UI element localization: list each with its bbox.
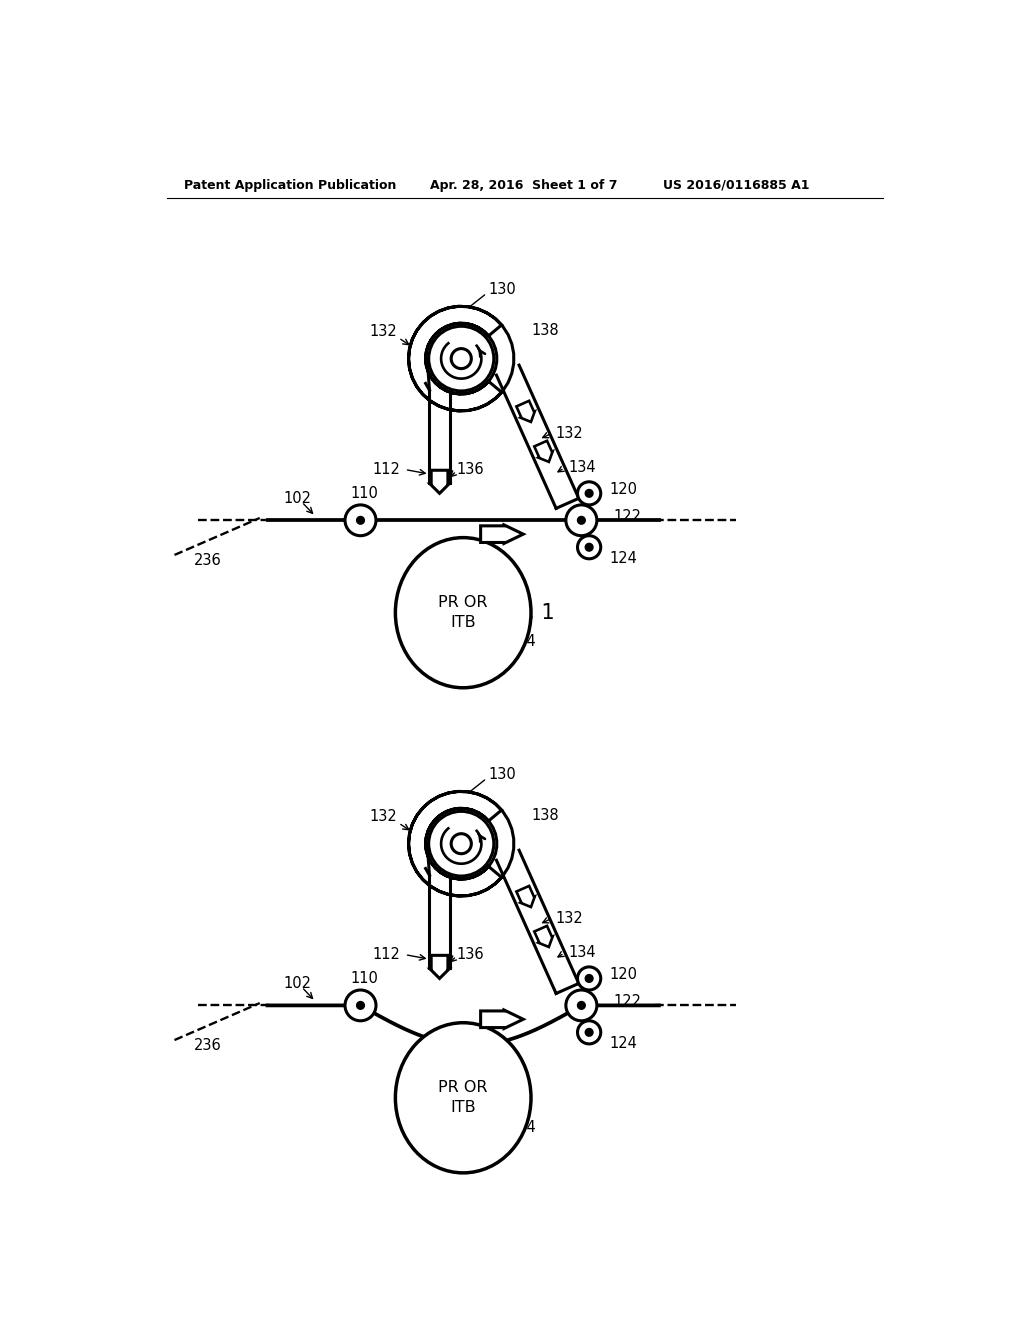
Circle shape: [578, 516, 586, 524]
Text: PR OR: PR OR: [438, 595, 488, 610]
Text: 112: 112: [373, 946, 400, 962]
Circle shape: [578, 482, 601, 506]
Text: 112: 112: [373, 462, 400, 477]
Circle shape: [452, 348, 471, 368]
Text: 134: 134: [568, 945, 596, 961]
Text: Patent Application Publication: Patent Application Publication: [183, 178, 396, 191]
Ellipse shape: [395, 537, 531, 688]
Text: FIG. 2: FIG. 2: [431, 1088, 492, 1107]
Polygon shape: [480, 525, 523, 544]
Text: PR OR: PR OR: [438, 1080, 488, 1096]
Text: ITB: ITB: [451, 615, 476, 630]
Text: Apr. 28, 2016  Sheet 1 of 7: Apr. 28, 2016 Sheet 1 of 7: [430, 178, 617, 191]
Polygon shape: [516, 401, 535, 422]
Circle shape: [356, 516, 365, 524]
Text: 102: 102: [283, 977, 311, 991]
Text: 132: 132: [556, 426, 584, 441]
Polygon shape: [535, 441, 553, 462]
Text: 236: 236: [194, 553, 221, 568]
Text: 132: 132: [370, 325, 397, 339]
Polygon shape: [409, 306, 514, 411]
Text: 138: 138: [531, 808, 559, 822]
Polygon shape: [535, 925, 553, 946]
Text: 132: 132: [556, 911, 584, 925]
Polygon shape: [409, 792, 514, 896]
Circle shape: [586, 974, 593, 982]
Text: 138: 138: [531, 322, 559, 338]
Polygon shape: [516, 886, 535, 907]
Text: 136: 136: [457, 462, 484, 477]
Text: 110: 110: [350, 972, 378, 986]
Text: 134: 134: [568, 461, 596, 475]
Ellipse shape: [395, 1023, 531, 1173]
Circle shape: [566, 506, 597, 536]
Text: 120: 120: [609, 482, 637, 498]
Circle shape: [566, 990, 597, 1020]
Circle shape: [429, 326, 494, 391]
Circle shape: [345, 506, 376, 536]
Text: 132: 132: [370, 809, 397, 824]
Circle shape: [345, 990, 376, 1020]
Text: 130: 130: [488, 767, 516, 781]
Circle shape: [452, 834, 471, 854]
Circle shape: [586, 490, 593, 498]
Polygon shape: [430, 470, 449, 494]
Text: 236: 236: [194, 1038, 221, 1053]
Circle shape: [578, 1020, 601, 1044]
Text: 124: 124: [609, 1036, 637, 1052]
Text: 136: 136: [457, 946, 484, 962]
Circle shape: [578, 1002, 586, 1010]
Circle shape: [586, 1028, 593, 1036]
Polygon shape: [480, 1010, 523, 1028]
Text: 114: 114: [508, 635, 536, 649]
Circle shape: [578, 966, 601, 990]
Circle shape: [356, 1002, 365, 1010]
Text: 124: 124: [609, 552, 637, 566]
Text: US 2016/0116885 A1: US 2016/0116885 A1: [663, 178, 809, 191]
Circle shape: [578, 536, 601, 558]
Text: ITB: ITB: [451, 1101, 476, 1115]
Text: 102: 102: [283, 491, 311, 507]
Polygon shape: [430, 956, 449, 978]
Circle shape: [586, 544, 593, 552]
Text: 130: 130: [488, 281, 516, 297]
Text: 120: 120: [609, 968, 637, 982]
Text: 110: 110: [350, 486, 378, 500]
Text: 122: 122: [614, 510, 642, 524]
Text: 114: 114: [508, 1119, 536, 1135]
Text: 122: 122: [614, 994, 642, 1008]
Text: FIG. 1: FIG. 1: [495, 603, 555, 623]
Circle shape: [429, 812, 494, 876]
